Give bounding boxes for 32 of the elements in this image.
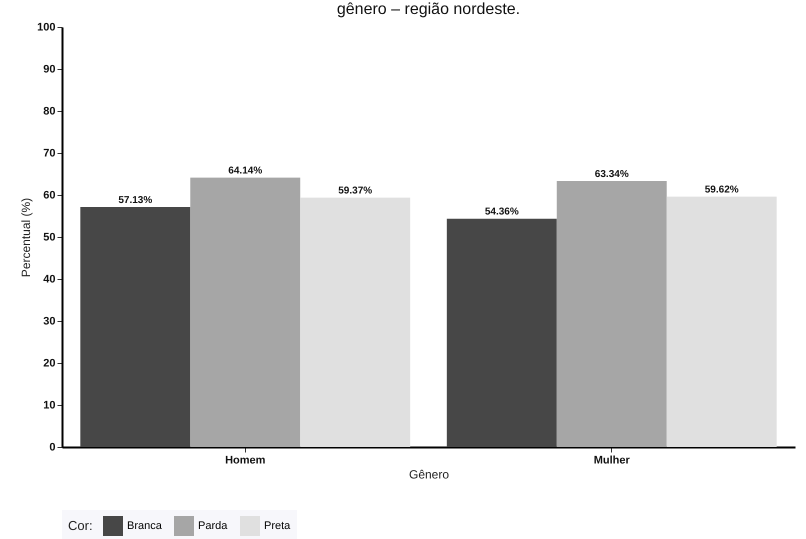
data-label: 59.37% — [338, 186, 372, 197]
data-label: 64.14% — [228, 166, 262, 177]
bar — [446, 218, 557, 447]
chart-title: gênero – região nordeste. — [336, 1, 520, 18]
y-tick-label: 60 — [43, 190, 56, 202]
data-label: 63.34% — [594, 168, 629, 180]
x-tick-label: Mulher — [594, 454, 630, 466]
data-label: 59.62% — [704, 184, 739, 196]
data-label: 54.36% — [484, 206, 519, 218]
bar — [300, 198, 410, 447]
y-tick-label: 90 — [43, 64, 56, 76]
legend-label: Branca — [127, 520, 163, 532]
legend-title: Cor: — [68, 518, 93, 533]
x-tick-label: Homem — [225, 454, 266, 466]
legend-label: Parda — [198, 520, 228, 532]
bar — [556, 180, 667, 447]
bar — [80, 207, 190, 447]
y-tick-label: 10 — [43, 400, 56, 412]
y-tick-label: 100 — [37, 22, 56, 34]
y-tick-label: 0 — [49, 442, 56, 454]
y-tick-label: 40 — [43, 274, 56, 286]
y-axis-title: Percentual (%) — [19, 198, 34, 278]
x-axis-title: Gênero — [408, 468, 450, 482]
y-tick-label: 80 — [43, 106, 56, 118]
y-tick-label: 20 — [43, 358, 56, 370]
y-tick-label: 70 — [43, 148, 56, 160]
y-tick-label: 50 — [43, 232, 56, 244]
legend-label: Preta — [264, 520, 292, 532]
y-tick-label: 30 — [43, 316, 56, 328]
data-label: 57.13% — [118, 195, 152, 206]
bar — [666, 196, 777, 447]
bar — [190, 178, 300, 447]
